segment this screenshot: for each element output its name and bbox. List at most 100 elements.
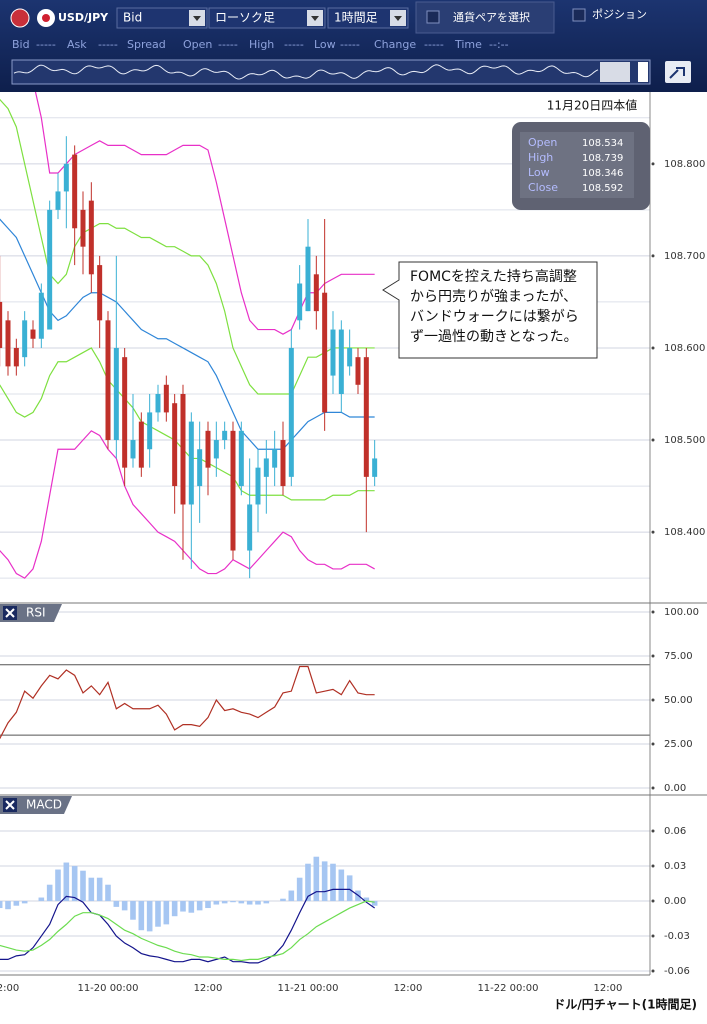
interval: 1時間足 [334,11,378,25]
y-tick-label: 75.00 [664,651,693,662]
y-tick [651,786,655,790]
histogram-bar [163,901,170,925]
x-tick-label: 12:00 [394,983,423,994]
candle-body [22,320,28,358]
quote-text: Time [454,38,482,51]
candle-body [155,393,161,413]
x-tick-label: 12:00 [194,983,223,994]
candle-body [0,301,3,348]
histogram-bar [313,856,320,902]
histogram-bar [96,877,103,902]
histogram-bar [221,901,228,904]
candle-body [222,430,228,441]
y-tick-label: 50.00 [664,695,693,706]
y-tick-label: 25.00 [664,739,693,750]
histogram-bar [71,866,78,902]
histogram-bar [13,901,20,906]
histogram-bar [246,901,253,905]
candle-body [272,449,278,468]
histogram-bar [130,901,136,920]
histogram-bar [155,901,161,927]
candle-body [263,458,269,477]
candle-body [355,357,361,385]
jp-flag-dot [42,14,50,22]
y-tick-label: 108.400 [664,527,705,538]
candle-body [130,440,136,459]
histogram-bar [280,898,286,902]
histogram-bar [55,869,61,902]
quote-text: ----- [218,38,238,51]
pair-select-checkbox[interactable] [426,10,440,24]
y-tick-label: 100.00 [664,607,699,618]
chart-style-dropdown[interactable]: ローソク足 [208,7,326,29]
quote-text: ----- [340,38,360,51]
candle-body [313,274,319,312]
ohlc-value: 108.739 [582,153,623,164]
navigator-trace [13,64,599,80]
y-tick [651,610,655,614]
y-tick [651,438,655,442]
histogram-bar [346,875,353,902]
candle-body [305,246,311,312]
candle-body [338,329,344,394]
navigator-handle[interactable] [600,62,630,82]
quote-text: High [249,38,274,51]
candle-body [230,430,236,551]
y-tick-label: 0.03 [664,861,686,872]
rsi-plot [0,611,650,789]
price-type-dropdown[interactable]: Bid [116,7,208,29]
x-tick-label: 12:00 [594,983,623,994]
line [34,92,375,335]
quote-text: Ask [67,38,87,51]
line [0,430,375,579]
navigator-button[interactable] [665,61,691,83]
histogram-bar [213,901,220,905]
callout-line: から円売りが強まったが、 [410,289,577,305]
candle-body [147,412,153,450]
candle-body [188,421,194,505]
candle-body [88,200,94,275]
candle-body [363,357,369,477]
y-tick [651,530,655,534]
ohlc-rows: Open 108.534 High 108.739 Low 108.346 Close 108… [528,136,623,194]
quote-text: Change [374,38,416,51]
quote-text: Open [183,38,212,51]
y-tick [651,969,655,973]
callout-text: FOMCを控えた持ち高調整から円売りが強まったが、バンドウォークには繋がらず一過… [410,268,579,345]
candle-body [163,384,169,413]
candle-body [280,440,286,487]
navigator[interactable] [11,59,651,85]
position-checkbox[interactable] [572,8,586,22]
y-tick [651,934,655,938]
y-tick [651,654,655,658]
candle-body [347,347,353,367]
histogram-bar [0,901,3,909]
navigator-scroll[interactable] [638,62,648,82]
rsi-close-icon [5,608,15,618]
candle-body [205,430,211,468]
pair-select-label: 通貨ペアを選択 [453,10,530,24]
macd-close-icon [5,800,15,810]
candle-body [38,292,44,339]
histogram-bar [230,901,236,903]
callout-line: バンドウォークには繋がら [410,309,579,325]
line [0,98,375,395]
interval-dropdown[interactable]: 1時間足 [327,7,409,29]
candle-body [322,292,328,413]
callout-line: FOMCを控えた持ち高調整 [410,268,577,285]
candle-body [72,154,78,229]
histogram-bar [180,901,186,912]
quote-text: Low [314,38,336,51]
quote-text: ----- [36,38,56,51]
histogram-bar [363,897,370,902]
quote-text: Spread [127,38,166,51]
ohlc-value: 108.592 [582,183,623,194]
histogram-bar [88,877,95,902]
candle-body [105,320,111,441]
y-tick-label: -0.03 [664,931,690,942]
x-tick-label: 2:00 [0,983,19,994]
chart-style: ローソク足 [215,11,275,25]
y-tick [651,698,655,702]
histogram-bar [196,901,203,911]
y-tick-label: 108.800 [664,159,705,170]
